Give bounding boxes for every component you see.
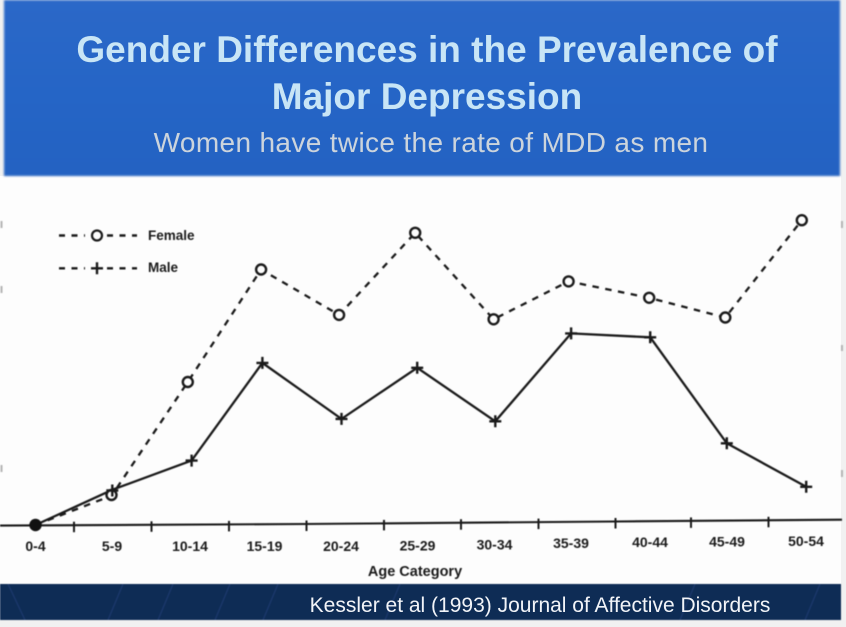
svg-text:25-29: 25-29 <box>400 538 436 554</box>
svg-text:50-54: 50-54 <box>788 533 824 549</box>
svg-text:45-49: 45-49 <box>709 534 745 550</box>
svg-text:40-44: 40-44 <box>632 534 668 550</box>
svg-text:10-14: 10-14 <box>172 538 208 554</box>
svg-text:0-4: 0-4 <box>25 538 45 554</box>
svg-text:35-39: 35-39 <box>553 535 589 551</box>
svg-text:Age Category: Age Category <box>368 564 462 580</box>
svg-text:Female: Female <box>148 228 195 243</box>
svg-text:5-9: 5-9 <box>102 538 122 554</box>
svg-text:30-34: 30-34 <box>477 537 513 553</box>
svg-text:20-24: 20-24 <box>323 538 359 554</box>
svg-text:15-19: 15-19 <box>247 538 283 554</box>
svg-text:Male: Male <box>148 260 179 275</box>
